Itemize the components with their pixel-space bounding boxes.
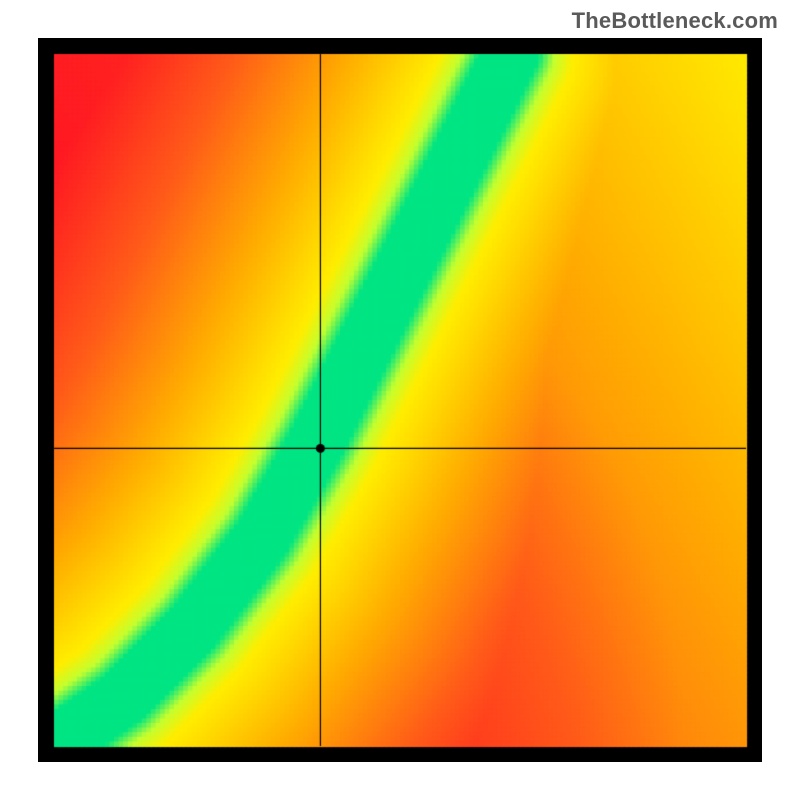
plot-frame bbox=[38, 38, 762, 762]
chart-container: TheBottleneck.com bbox=[0, 0, 800, 800]
overlay-canvas bbox=[38, 38, 762, 762]
watermark-text: TheBottleneck.com bbox=[572, 8, 778, 34]
